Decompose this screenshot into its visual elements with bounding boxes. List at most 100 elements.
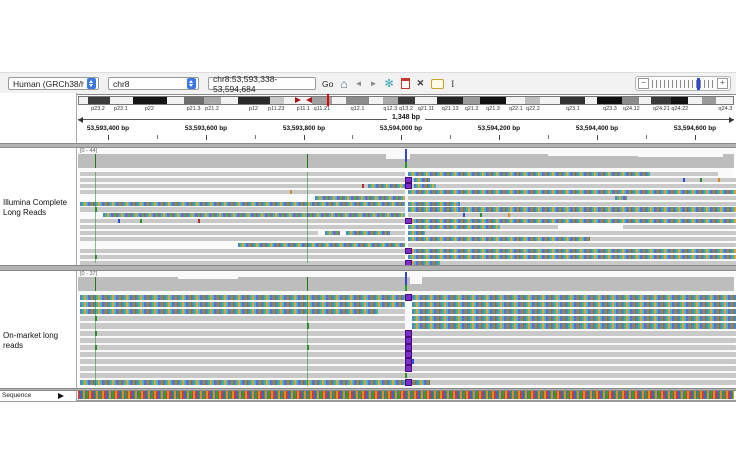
read-row[interactable] (78, 357, 736, 366)
track-label-illumina[interactable]: Illumina Complete Long Reads (3, 198, 68, 217)
read-row[interactable] (78, 302, 736, 308)
read-row[interactable] (78, 236, 736, 242)
cytoband[interactable] (559, 97, 586, 104)
read-row[interactable] (78, 329, 736, 337)
chromosome-select[interactable]: chr8 (108, 77, 199, 90)
cytoband[interactable] (79, 97, 88, 104)
read-row[interactable] (78, 195, 736, 200)
read-row[interactable] (78, 336, 736, 344)
cytoband[interactable] (525, 97, 540, 104)
cytoband[interactable] (462, 97, 480, 104)
refresh-icon[interactable]: ✻ (384, 78, 394, 90)
cytoband[interactable] (283, 97, 296, 104)
read-row[interactable] (78, 218, 736, 225)
cytoband[interactable] (167, 97, 185, 104)
cytoband-label: q23.1 (565, 106, 580, 112)
go-button[interactable]: Go (322, 78, 334, 89)
forward-icon[interactable]: ► (369, 79, 378, 88)
coverage-bar[interactable] (78, 272, 734, 291)
cytoband[interactable] (639, 97, 651, 104)
read-row[interactable] (78, 350, 736, 358)
cytoband[interactable] (687, 97, 702, 104)
tooltip-bubble-icon[interactable] (431, 78, 445, 89)
cytoband[interactable] (622, 97, 640, 104)
cytoband[interactable] (110, 97, 134, 104)
locus-input[interactable]: chr8:53,593,338-53,594,684 (208, 74, 316, 94)
close-icon[interactable]: ✕ (416, 78, 425, 88)
mismatch-segment (346, 231, 390, 236)
cytoband[interactable] (414, 97, 438, 104)
cytoband[interactable] (716, 97, 734, 104)
read-row[interactable] (78, 172, 734, 177)
cytoband[interactable] (332, 97, 347, 104)
cytoband[interactable] (539, 97, 560, 104)
panel-divider[interactable] (0, 265, 736, 271)
coverage-bar[interactable] (78, 149, 734, 168)
read-row[interactable] (78, 225, 736, 230)
cytoband[interactable] (184, 97, 205, 104)
read-row[interactable] (78, 182, 736, 189)
cytoband[interactable] (596, 97, 623, 104)
cursor-tool-icon[interactable]: I (451, 78, 455, 89)
zoom-slider-thumb[interactable] (696, 77, 700, 90)
panel-divider[interactable] (0, 143, 736, 148)
cytoband[interactable] (221, 97, 239, 104)
read-row[interactable] (78, 379, 736, 387)
cytoband[interactable] (383, 97, 398, 104)
sequence-track[interactable] (78, 391, 734, 399)
cytoband[interactable] (585, 97, 597, 104)
ideogram-bar[interactable] (78, 96, 734, 105)
home-icon[interactable]: ⌂ (340, 76, 348, 91)
chromosome-combo-icon[interactable] (187, 78, 196, 89)
cytoband[interactable] (87, 97, 111, 104)
read-row[interactable] (78, 254, 736, 259)
read-row[interactable] (78, 201, 736, 206)
read-row[interactable] (78, 247, 736, 254)
genome-combo-icon[interactable] (87, 78, 96, 89)
sequence-track-label[interactable]: Sequence (2, 392, 32, 399)
cytoband[interactable] (479, 97, 506, 104)
define-region-icon[interactable] (400, 78, 410, 89)
cytoband-label: q21.3 (486, 106, 500, 112)
genome-select[interactable]: Human (GRCh38/hg38) (8, 77, 99, 90)
read-row[interactable] (78, 365, 736, 373)
cytoband[interactable] (204, 97, 222, 104)
cytoband[interactable] (369, 97, 384, 104)
read-row[interactable] (78, 242, 736, 247)
cytoband[interactable] (701, 97, 716, 104)
cytoband[interactable] (505, 97, 526, 104)
panel-divider[interactable] (0, 388, 736, 391)
read-row[interactable] (78, 373, 736, 379)
cytoband[interactable] (295, 97, 313, 104)
cytoband[interactable] (312, 97, 333, 104)
chromosome-select-value: chr8 (113, 78, 130, 89)
read-row[interactable] (78, 316, 736, 322)
cytoband[interactable] (238, 97, 270, 104)
cytoband[interactable] (133, 97, 168, 104)
read-row[interactable] (78, 343, 736, 351)
read-row[interactable] (78, 309, 736, 315)
read-row[interactable] (78, 207, 736, 212)
mismatch-segment (412, 316, 736, 322)
zoom-out-icon[interactable]: − (638, 78, 649, 89)
read-row[interactable] (78, 323, 736, 329)
read-row[interactable] (78, 231, 736, 236)
cytoband[interactable] (670, 97, 688, 104)
read-row[interactable] (78, 294, 736, 302)
zoom-slider[interactable] (652, 77, 714, 90)
chromosome-ideogram[interactable]: p23.2 p23.1 p22 p21.3 p21.2 p12 p11.23 p11.1 q11… (78, 94, 734, 115)
cytoband[interactable] (269, 97, 284, 104)
back-icon[interactable]: ◄ (354, 79, 363, 88)
cytoband[interactable] (346, 97, 370, 104)
cytoband[interactable] (397, 97, 415, 104)
cytoband[interactable] (650, 97, 671, 104)
ruler[interactable]: 1,348 bp 53,593,400 bp 53,593,600 bp 53,59… (78, 114, 734, 144)
alignment-track-illumina[interactable]: [0 - 44] (78, 148, 736, 266)
cytoband[interactable] (437, 97, 463, 104)
alignment-track-onmarket[interactable]: [0 - 37] (78, 271, 736, 388)
read-row[interactable] (78, 189, 736, 194)
read-row[interactable] (78, 213, 736, 218)
read-row[interactable] (78, 176, 736, 184)
track-label-onmarket[interactable]: On-market long reads (3, 331, 59, 350)
zoom-in-icon[interactable]: + (717, 78, 728, 89)
